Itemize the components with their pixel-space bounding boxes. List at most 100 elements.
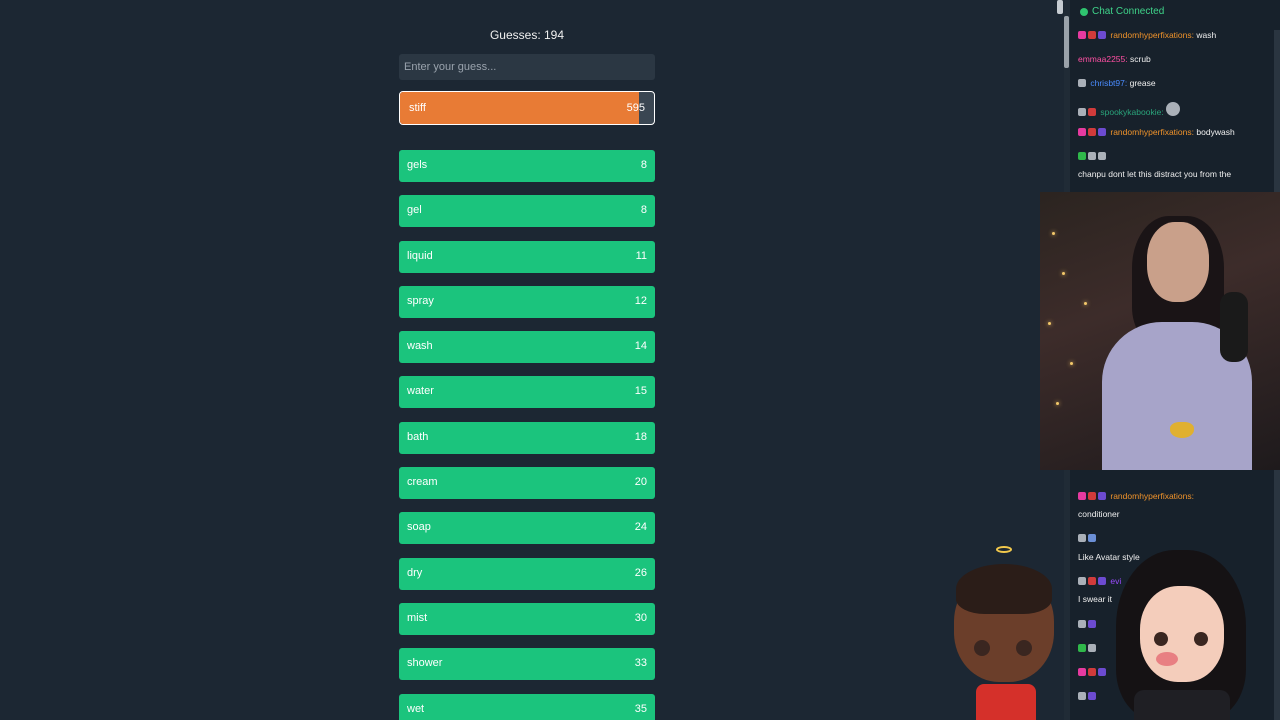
guess-row: wet 35 (399, 693, 655, 720)
badge-icon (1078, 692, 1086, 700)
guess-word: spray (407, 294, 434, 307)
chat-status: Chat Connected (1080, 6, 1164, 17)
guess-row: mist 30 (399, 602, 655, 635)
guess-word: wash (407, 340, 433, 353)
chat-username[interactable]: randomhyperfixations: (1110, 30, 1195, 40)
chat-text: wash (1196, 30, 1217, 40)
chat-username[interactable]: chrisbt97: (1090, 78, 1128, 88)
fairy-light-icon (1084, 302, 1087, 305)
fairy-light-icon (1048, 322, 1051, 325)
chat-scrollbar-thumb[interactable] (1064, 16, 1069, 68)
guess-rank: 20 (634, 476, 647, 489)
badge-icon (1078, 31, 1086, 39)
guess-word: liquid (407, 249, 433, 262)
chat-username[interactable]: randomhyperfixations: (1110, 491, 1195, 501)
chat-text: grease (1129, 78, 1156, 88)
guess-row: water 15 (399, 376, 655, 409)
guess-word: gel (407, 204, 422, 217)
chat-message: chrisbt97: grease (1078, 77, 1273, 89)
badge-icon (1088, 620, 1096, 628)
badge-icon (1078, 620, 1086, 628)
chat-text: I swear it (1078, 594, 1113, 604)
badge-icon (1078, 152, 1086, 160)
guess-rank: 35 (634, 702, 647, 715)
chat-message (1078, 532, 1273, 544)
guess-rank: 15 (634, 385, 647, 398)
current-guess-rank: 595 (626, 102, 645, 114)
chat-message: spookykabookie: (1078, 102, 1273, 118)
fairy-light-icon (1062, 272, 1065, 275)
badge-icon (1098, 577, 1106, 585)
badge-icon (1088, 128, 1096, 136)
avatar-girl-top (1134, 690, 1230, 720)
chat-message (1078, 666, 1273, 678)
avatar-eye (1154, 632, 1168, 646)
chat-message: emmaa2255: scrub (1078, 53, 1273, 65)
chat-message (1078, 150, 1273, 162)
chat-message: randomhyperfixations: wash (1078, 29, 1273, 41)
microphone-icon (1220, 292, 1248, 362)
avatar-girl-face (1140, 586, 1224, 682)
avatar-cheek (1156, 652, 1178, 666)
chat-message: evi (1078, 575, 1273, 587)
badge-icon (1098, 31, 1106, 39)
guess-row: spray 12 (399, 285, 655, 318)
badge-icon (1088, 31, 1096, 39)
badge-icon (1088, 644, 1096, 652)
chat-username[interactable]: randomhyperfixations: (1110, 127, 1195, 137)
badge-icon (1078, 534, 1086, 542)
badge-icon (1078, 128, 1086, 136)
badge-icon (1088, 577, 1096, 585)
badge-icon (1078, 79, 1086, 87)
guess-word: water (407, 385, 434, 398)
guess-row: shower 33 (399, 648, 655, 681)
avatar-boy (944, 544, 1062, 720)
guess-word: dry (407, 566, 423, 579)
fairy-light-icon (1070, 362, 1073, 365)
guess-rank: 11 (635, 249, 647, 262)
guess-row: dry 26 (399, 557, 655, 590)
chat-text: chanpu dont let this distract you from t… (1078, 169, 1232, 179)
chat-text: Like Avatar style (1078, 552, 1140, 562)
chat-username[interactable]: spookykabookie: (1100, 107, 1164, 117)
badge-icon (1098, 492, 1106, 500)
avatar-boy-hair (956, 564, 1052, 614)
streamer (1102, 216, 1252, 470)
badge-icon (1078, 108, 1086, 116)
chat-message: I swear it (1078, 593, 1273, 605)
avatar-eye (974, 640, 990, 656)
guess-row: soap 24 (399, 512, 655, 545)
emote-icon (1166, 102, 1181, 116)
badge-icon (1078, 668, 1086, 676)
guess-word: cream (407, 476, 438, 489)
guess-rank: 8 (640, 159, 647, 171)
chat-username[interactable]: emmaa2255: (1078, 54, 1128, 64)
guess-rank: 18 (634, 430, 647, 443)
guess-rank: 14 (634, 340, 647, 353)
guess-list: gels 8 gel 8 liquid 11 spray 12 wash 14 water… (399, 150, 655, 720)
butterfly-icon (1170, 422, 1194, 438)
badge-icon (1098, 152, 1106, 160)
halo-icon (996, 546, 1012, 553)
guess-word: wet (407, 702, 425, 715)
chat-message: randomhyperfixations: bodywash (1078, 126, 1273, 138)
fairy-light-icon (1056, 402, 1059, 405)
fairy-light-icon (1052, 232, 1055, 235)
chat-text: bodywash (1196, 127, 1235, 137)
guess-input[interactable] (399, 54, 655, 80)
badge-icon (1078, 644, 1086, 652)
chat-message (1078, 618, 1273, 630)
badge-icon (1098, 128, 1106, 136)
chat-username[interactable]: evi (1110, 576, 1122, 586)
guess-word: shower (407, 657, 443, 670)
current-guess-row: stiff 595 (399, 91, 655, 125)
guess-count: Guesses: 194 (489, 28, 565, 42)
chat-message: Like Avatar style (1078, 551, 1273, 563)
chat-text: scrub (1130, 54, 1151, 64)
badge-icon (1098, 668, 1106, 676)
guess-row: bath 18 (399, 421, 655, 454)
guess-rank: 33 (634, 657, 647, 670)
current-guess-progress (400, 92, 639, 124)
page-scrollbar-thumb[interactable] (1057, 0, 1063, 14)
badge-icon (1078, 492, 1086, 500)
